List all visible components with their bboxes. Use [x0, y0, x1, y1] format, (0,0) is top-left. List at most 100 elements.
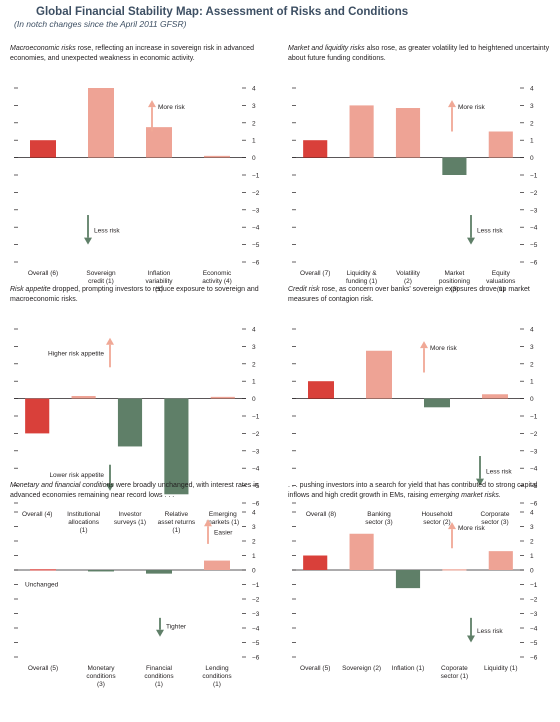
panel-description-emphasis: Macroeconomic risks [10, 45, 76, 52]
x-tick-label-line: Equity [492, 270, 511, 277]
panel-description-emphasis: Risk appetite [10, 286, 51, 293]
y-tick-label: 0 [252, 568, 256, 575]
panel-description-emphasis: Market and liquidity risks [288, 45, 365, 52]
down-direction-label: Less risk [477, 628, 503, 635]
y-tick-label: 3 [530, 344, 534, 351]
x-tick-label-line: Coporate [441, 665, 468, 672]
panel-credit-risk: Credit risk rose, as concern over banks'… [288, 285, 558, 526]
up-arrow-icon-head [448, 100, 456, 108]
x-tick-label-line: Overall (7) [300, 270, 330, 277]
x-tick-label: Overall (7) [300, 270, 330, 277]
bar [424, 398, 450, 408]
x-tick-label-line: Overall (6) [28, 270, 58, 277]
down-arrow-icon [467, 215, 475, 245]
x-tick-label: Financial conditions (1) [144, 665, 174, 688]
down-direction-label: Less risk [94, 228, 120, 235]
down-arrow-icon-shaft [109, 464, 111, 484]
y-tick-label: 0 [252, 396, 256, 403]
panel-monetary-financial-conditions: Monetary and financial conditions were b… [10, 481, 280, 717]
bar [210, 396, 235, 399]
x-tick-label: Market positioning (3) [439, 270, 470, 293]
down-arrow-icon [156, 617, 164, 637]
y-tick-label: 4 [252, 327, 256, 334]
y-tick-label: 2 [530, 361, 534, 368]
y-tick-label: −3 [252, 207, 260, 214]
panel-description-text: rose, as concern over banks' sovereign e… [288, 286, 530, 303]
x-tick-label-line: Sovereign (2) [342, 665, 381, 672]
down-arrow-icon-shaft [159, 617, 161, 630]
y-tick-label: 3 [252, 103, 256, 110]
panel-description-text: dropped, prompting investors to reduce e… [10, 286, 259, 303]
y-tick-label: 1 [530, 379, 534, 386]
y-tick-label: −5 [530, 242, 538, 249]
y-tick-label: −2 [252, 597, 260, 604]
up-arrow-icon-shaft [423, 348, 425, 373]
x-tick-label: Overall (8) [306, 511, 336, 518]
down-arrow-icon-shaft [470, 215, 472, 238]
y-tick-label: −4 [530, 225, 538, 232]
x-tick-label-line: asset returns [158, 519, 196, 526]
x-tick-label-line: Inflation (1) [392, 665, 425, 672]
x-tick-label-line: (1) [172, 527, 180, 534]
y-tick-label: −5 [530, 640, 538, 647]
x-tick-label-line: Volatility [396, 270, 421, 277]
x-tick-label-line: sector (1) [441, 673, 468, 680]
up-arrow-icon [448, 522, 456, 549]
up-direction-label: More risk [458, 104, 485, 111]
down-arrow-icon-shaft [479, 456, 481, 479]
x-tick-label-line: sector (3) [365, 519, 392, 526]
up-arrow-icon-head [204, 519, 212, 527]
y-tick-label: 0 [252, 155, 256, 162]
y-tick-label: −5 [252, 640, 260, 647]
y-tick-label: −6 [530, 655, 538, 662]
x-tick-label-line: (1) [213, 681, 221, 688]
x-tick-label-line: variability [145, 278, 173, 285]
bar [442, 569, 467, 571]
x-tick-label-line: (3) [97, 681, 105, 688]
panel-description: Macroeconomic risks rose, reflecting an … [10, 44, 272, 63]
down-arrow-icon [106, 464, 114, 491]
down-arrow-icon-head [467, 237, 475, 245]
y-tick-label: 4 [530, 327, 534, 334]
x-tick-label-line: markets (1) [206, 519, 239, 526]
x-tick-label: Equity valuations (1) [486, 270, 516, 293]
y-tick-label: 3 [252, 344, 256, 351]
y-tick-label: 2 [530, 120, 534, 127]
x-tick-label-line: Overall (5) [300, 665, 330, 672]
up-arrow-icon-shaft [451, 107, 453, 132]
x-tick-label: Household sector (2) [421, 511, 452, 526]
chart-annotation: Unchanged [25, 582, 59, 589]
x-tick-label-line: credit (1) [88, 278, 114, 285]
y-tick-label: −6 [530, 501, 538, 508]
y-tick-label: −6 [252, 260, 260, 267]
x-tick-label: Economic activity (4) [202, 270, 232, 285]
chart-title: Global Financial Stability Map: Assessme… [36, 6, 409, 18]
panel-description: Market and liquidity risks also rose, as… [288, 44, 550, 63]
x-tick-label: Liquidity (1) [484, 665, 518, 672]
up-arrow-icon [420, 341, 428, 373]
panel-description-emphasis: Credit risk [288, 286, 320, 293]
bar [71, 395, 96, 399]
panel-market-liquidity-risks: Market and liquidity risks also rose, as… [288, 44, 558, 293]
x-tick-label-line: Household [421, 511, 452, 518]
down-direction-label: Less risk [477, 228, 503, 235]
up-direction-label: Higher risk appetite [48, 350, 104, 357]
bar [30, 140, 56, 158]
y-tick-label: −5 [252, 242, 260, 249]
bar-chart: −6 −5 −4 −3 −2 −1 0 1 2 3 4 Overall (5) Sovereign (2… [292, 510, 538, 680]
bar [88, 570, 114, 572]
panel-description-emphasis: emerging market risks. [430, 491, 501, 499]
up-arrow-icon-shaft [151, 107, 153, 132]
panel-description-text: rose, reflecting an increase in sovereig… [10, 45, 254, 62]
x-tick-label: Relative asset returns (1) [158, 511, 196, 534]
y-tick-label: −2 [530, 190, 538, 197]
x-tick-label-line: sector (2) [423, 519, 450, 526]
x-tick-label-line: Sovereign [86, 270, 116, 277]
x-tick-label: Inflation (1) [392, 665, 425, 672]
x-tick-label-line: Institutional [67, 511, 100, 518]
bar [146, 127, 172, 158]
x-tick-label-line: Liquidity & [347, 270, 378, 277]
up-arrow-icon-head [106, 337, 114, 345]
